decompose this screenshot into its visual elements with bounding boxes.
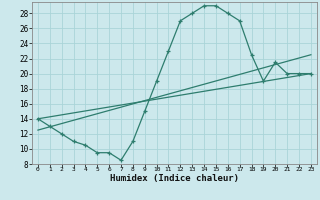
X-axis label: Humidex (Indice chaleur): Humidex (Indice chaleur) xyxy=(110,174,239,183)
